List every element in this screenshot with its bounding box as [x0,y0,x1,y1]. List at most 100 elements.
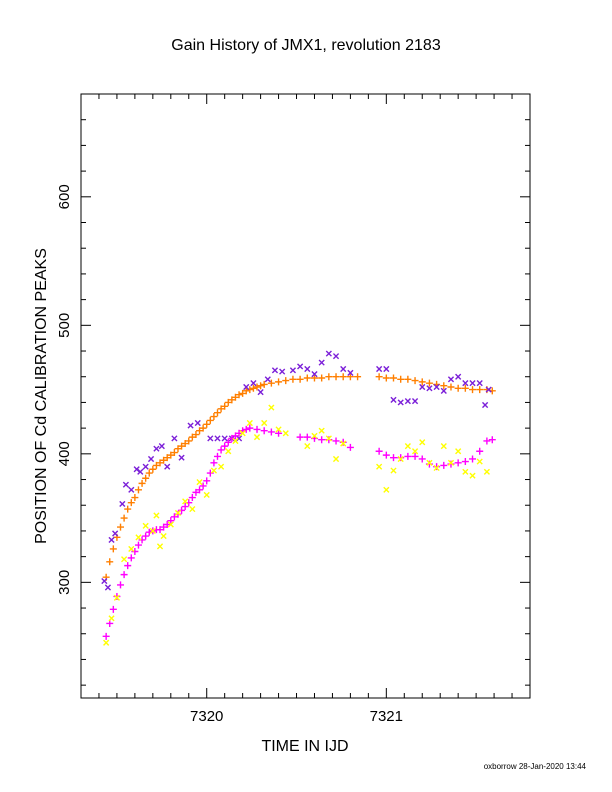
data-point-series-4 [253,434,261,441]
data-point-series-3 [206,469,214,477]
x-tick-label: 7320 [190,708,223,725]
data-point-series-3 [375,447,383,455]
y-tick-label: 400 [56,441,73,466]
data-point-series-2 [455,373,462,380]
data-point-series-3 [142,532,150,540]
data-point-series-1 [418,378,426,386]
data-point-series-1 [221,402,229,410]
data-point-series-1 [382,374,390,382]
data-point-series-1 [249,384,257,392]
data-point-series-1 [185,437,193,445]
data-point-series-4 [261,419,268,427]
data-point-series-1 [397,375,405,383]
data-point-series-1 [224,398,232,406]
data-point-series-2 [311,371,318,378]
data-point-series-4 [304,443,311,450]
data-point-series-3 [425,460,433,468]
data-point-series-1 [196,427,204,435]
data-point-series-4 [239,430,246,437]
y-tick-label: 600 [56,184,73,209]
data-point-series-3 [203,477,211,485]
data-point-series-4 [149,527,156,535]
data-point-series-1 [267,379,275,387]
data-point-series-1 [354,373,362,381]
data-point-series-3 [296,433,304,441]
data-point-series-3 [318,436,326,444]
data-point-series-2 [426,385,433,392]
data-point-series-3 [260,427,268,435]
data-point-series-4 [282,430,289,437]
x-axis-label: TIME IN IJD [261,738,349,755]
data-point-series-3 [488,436,496,444]
data-point-series-4 [128,545,135,553]
data-point-series-2 [447,376,455,383]
data-point-series-4 [182,498,189,505]
data-point-series-2 [462,380,469,387]
data-point-series-3 [404,452,412,460]
data-point-series-2 [119,500,126,508]
data-point-series-1 [160,456,168,464]
data-point-series-3 [178,506,186,514]
data-point-series-3 [332,437,340,445]
data-point-series-4 [156,543,164,550]
data-point-series-2 [171,435,178,442]
data-point-series-4 [167,521,174,528]
data-point-series-2 [108,536,115,544]
data-point-series-1 [206,416,214,424]
data-point-series-1 [199,424,207,432]
data-point-series-1 [228,396,236,404]
data-point-series-3 [440,461,448,469]
data-point-series-4 [225,448,232,455]
data-point-series-3 [181,503,189,511]
data-point-series-3 [102,632,110,640]
data-point-series-2 [178,454,185,461]
data-point-series-3 [325,436,333,444]
data-point-series-3 [156,526,164,534]
data-point-series-2 [112,530,119,537]
data-point-series-1 [303,374,311,382]
data-point-series-1 [275,378,283,386]
data-point-series-4 [325,435,332,442]
footer-credit: oxborrow 28-Jan-2020 13:44 [483,762,586,771]
data-point-series-4 [103,639,110,646]
data-point-series-1 [188,433,196,441]
data-point-series-1 [181,440,189,448]
data-point-series-3 [418,455,426,463]
data-point-series-2 [325,350,332,357]
data-point-series-2 [279,368,286,375]
data-point-series-3 [253,425,261,433]
data-point-series-1 [461,384,469,392]
data-point-series-4 [433,464,440,472]
data-point-series-4 [108,615,115,622]
data-point-series-2 [347,369,354,376]
data-point-series-4 [153,512,160,519]
data-point-series-3 [163,521,171,529]
data-point-series-4 [210,467,217,474]
data-point-series-3 [213,452,221,460]
data-point-series-3 [117,581,125,589]
data-point-series-4 [419,439,426,446]
data-point-series-1 [106,558,114,566]
data-point-series-2 [243,383,250,391]
data-point-series-1 [447,383,455,391]
data-point-series-1 [242,387,250,395]
data-point-series-4 [217,463,225,470]
data-point-series-1 [469,386,477,394]
data-point-series-2 [147,455,155,463]
data-point-series-3 [174,510,182,518]
data-point-series-3 [397,454,405,462]
data-point-series-1 [170,449,178,457]
data-point-series-2 [404,398,411,405]
data-point-series-2 [214,435,221,442]
data-point-series-1 [178,442,186,450]
data-point-series-1 [231,393,239,401]
data-point-series-3 [231,432,239,440]
data-point-series-1 [213,409,221,417]
data-point-series-2 [158,443,165,450]
data-point-series-4 [469,472,476,479]
data-point-series-1 [167,451,175,459]
data-point-series-3 [160,523,168,531]
data-point-series-1 [239,389,247,397]
data-point-series-2 [235,435,243,442]
